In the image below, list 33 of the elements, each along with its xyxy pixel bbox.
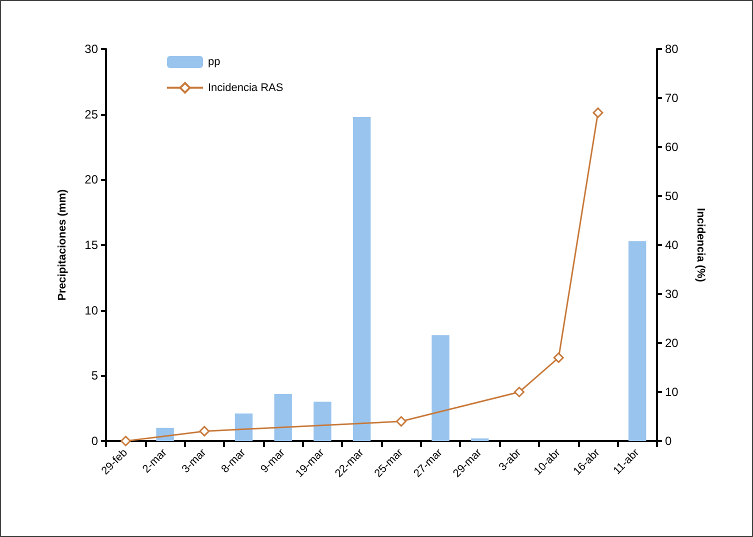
y-tick-label: 10 bbox=[84, 303, 98, 318]
point bbox=[396, 416, 406, 427]
y2-tick-label: 70 bbox=[665, 91, 679, 105]
bar bbox=[352, 116, 371, 441]
point bbox=[199, 426, 210, 436]
bar bbox=[274, 394, 292, 441]
y-tick-label: 15 bbox=[84, 238, 98, 252]
point bbox=[592, 107, 604, 118]
y-tick-label: 25 bbox=[84, 107, 98, 122]
y2-tick-label: 30 bbox=[665, 287, 679, 301]
y2-tick-label: 50 bbox=[665, 189, 679, 203]
bar bbox=[314, 402, 332, 441]
y2-tick-label: 80 bbox=[665, 42, 679, 56]
y2-tick-label: 0 bbox=[665, 434, 672, 448]
bar bbox=[628, 241, 646, 441]
y2-tick-label: 10 bbox=[665, 385, 679, 399]
point bbox=[514, 386, 524, 398]
y-tick-label: 0 bbox=[91, 434, 98, 448]
point bbox=[120, 436, 131, 446]
bar bbox=[234, 414, 253, 441]
y-tick-label: 20 bbox=[84, 172, 98, 187]
y-axis-title: Precipitaciones (mm) bbox=[56, 189, 68, 301]
y-tick-label: 30 bbox=[84, 42, 98, 56]
y2-axis-title: Incidencia (%) bbox=[694, 208, 706, 282]
bar bbox=[432, 335, 450, 441]
legend-label: pp bbox=[208, 56, 220, 68]
legend-label: Incidencia RAS bbox=[208, 82, 284, 94]
point bbox=[553, 352, 564, 363]
y-tick-label: 5 bbox=[91, 368, 98, 383]
y2-tick-label: 40 bbox=[665, 238, 679, 252]
y2-tick-label: 60 bbox=[665, 140, 679, 154]
bar bbox=[471, 438, 489, 441]
y2-tick-label: 20 bbox=[665, 336, 679, 350]
